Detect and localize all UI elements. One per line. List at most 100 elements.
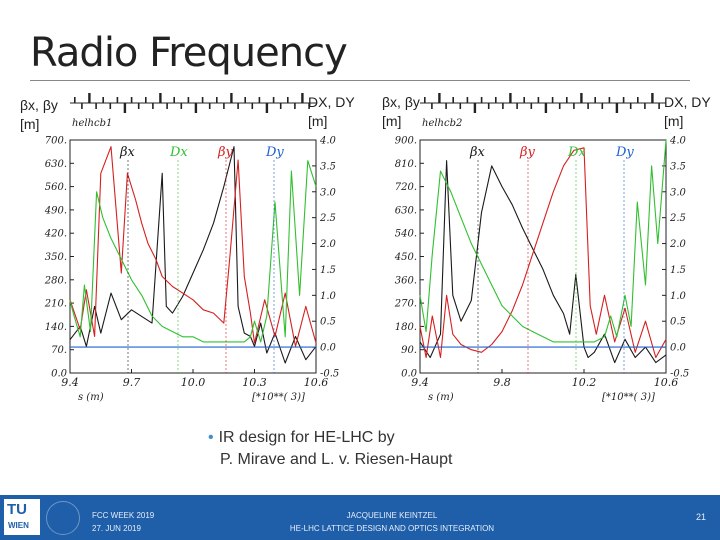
y-tick-label-right: 1.5 — [320, 265, 336, 276]
x-axis-label: s (m) — [428, 392, 454, 403]
bullet-line-1: IR design for HE-LHC by — [218, 429, 395, 446]
y-tick-label-left: 0.0 — [401, 369, 418, 380]
series-line — [419, 160, 667, 364]
magnet-element — [265, 103, 269, 113]
right-y-axis-label-2: DX, DY [m] — [664, 93, 711, 131]
x-axis-label: s (m) — [78, 392, 104, 403]
y-tick-label-left: 490. — [44, 205, 67, 216]
magnet-element — [530, 103, 533, 109]
legend-entry: Dy — [265, 145, 284, 160]
magnet-element — [580, 93, 583, 103]
y-tick-label-right: 0.0 — [670, 343, 687, 354]
magnet-element — [123, 103, 127, 113]
y-tick-label-right: 3.0 — [670, 187, 687, 198]
y-tick-label-left: 140. — [45, 322, 67, 333]
footer-event: FCC WEEK 2019 27. JUN 2019 — [92, 509, 154, 535]
y-tick-label-left: 560. — [45, 182, 67, 193]
magnet-element — [431, 103, 433, 109]
magnet-element — [230, 93, 233, 103]
author-name: JACQUELINE KEINTZEL — [346, 511, 438, 520]
magnet-element — [558, 103, 561, 109]
y-tick-label-right: 2.5 — [669, 213, 686, 224]
magnet-element — [145, 97, 147, 103]
lattice-tag: helhcb2 — [422, 118, 462, 129]
y-tick-label-right: 2.0 — [669, 239, 687, 250]
y-tick-label-right: 3.5 — [320, 161, 336, 172]
legend-entry: Dx — [169, 145, 188, 160]
x-tick-label: 10.6 — [654, 376, 679, 389]
bullet-dot-icon: • — [208, 429, 214, 446]
y-tick-label-left: 180. — [395, 322, 417, 333]
magnet-element — [445, 103, 447, 109]
y-tick-label-right: 0.5 — [670, 317, 686, 328]
magnet-element — [130, 97, 133, 103]
legend-entry: Dy — [615, 145, 634, 160]
magnet-element — [594, 97, 596, 103]
magnet-element — [279, 103, 282, 109]
logo-top-text: TU — [7, 501, 27, 518]
magnet-element — [601, 103, 604, 109]
magnet-element — [159, 93, 162, 103]
y-tick-label-left: 630. — [395, 205, 417, 216]
magnet-element — [116, 97, 119, 103]
magnet-element — [258, 97, 261, 103]
y-tick-label-left: 350. — [45, 252, 67, 263]
y-tick-label-right: 3.5 — [670, 161, 686, 172]
y-tick-label-right: -0.5 — [320, 369, 339, 380]
y-tick-label-left: 810. — [395, 159, 417, 170]
magnet-element — [194, 103, 198, 113]
magnet-element — [187, 97, 190, 103]
magnet-element — [459, 103, 462, 109]
y-tick-label-right: 1.0 — [670, 291, 687, 302]
footer-talk: JACQUELINE KEINTZEL HE-LHC LATTICE DESIG… — [0, 509, 720, 535]
magnet-element — [537, 97, 540, 103]
magnet-element — [629, 103, 632, 109]
magnet-element — [216, 97, 218, 103]
y-tick-label-left: 630. — [45, 159, 67, 170]
y-tick-label-right: 4.0 — [669, 136, 687, 147]
y-tick-label-left: 90. — [401, 345, 417, 356]
title-divider — [30, 80, 690, 81]
magnet-element — [294, 103, 296, 109]
y-tick-label-right: 1.5 — [670, 265, 686, 276]
magnet-element — [523, 97, 525, 103]
seal-icon — [46, 501, 80, 535]
axis-label-line: DX, DY — [664, 94, 711, 110]
magnet-element — [658, 103, 660, 109]
magnet-element — [95, 103, 97, 109]
magnet-element — [615, 103, 619, 113]
footer-bar: TU WIEN FCC WEEK 2019 27. JUN 2019 JACQU… — [0, 495, 720, 540]
y-tick-label-left: 270. — [394, 299, 417, 310]
legend-entry: βx — [119, 145, 136, 160]
axis-label-line: [m] — [664, 113, 684, 129]
magnet-element — [573, 103, 575, 109]
magnet-element — [480, 97, 483, 103]
magnet-element — [208, 103, 211, 109]
magnet-element — [201, 97, 204, 103]
magnet-element — [237, 103, 239, 109]
x-tick-label: 9.4 — [61, 376, 79, 389]
right-y-axis-label-1: DX, DY [m] — [308, 93, 355, 131]
y-tick-label-left: 420. — [44, 229, 67, 240]
y-tick-label-left: 210. — [44, 299, 67, 310]
event-date: 27. JUN 2019 — [92, 524, 141, 533]
bullet-line-2: P. Mirave and L. v. Riesen-Haupt — [220, 451, 453, 468]
magnet-element — [272, 97, 275, 103]
x-tick-label: 10.3 — [242, 376, 267, 389]
series-line — [419, 139, 667, 343]
magnet-element — [244, 97, 246, 103]
magnet-element — [466, 97, 469, 103]
magnet-element — [587, 103, 589, 109]
page-number: 21 — [696, 512, 707, 522]
legend-entry: βy — [217, 145, 234, 160]
magnet-element — [473, 103, 477, 113]
y-tick-label-left: 360. — [395, 275, 417, 286]
legend-entry: βy — [519, 145, 536, 160]
magnet-element — [544, 103, 548, 113]
magnet-element — [251, 103, 254, 109]
magnet-element — [308, 103, 310, 109]
legend-entry: Dx — [567, 145, 586, 160]
magnet-element — [487, 103, 490, 109]
x-tick-label: 9.4 — [411, 376, 429, 389]
magnet-element — [81, 103, 83, 109]
